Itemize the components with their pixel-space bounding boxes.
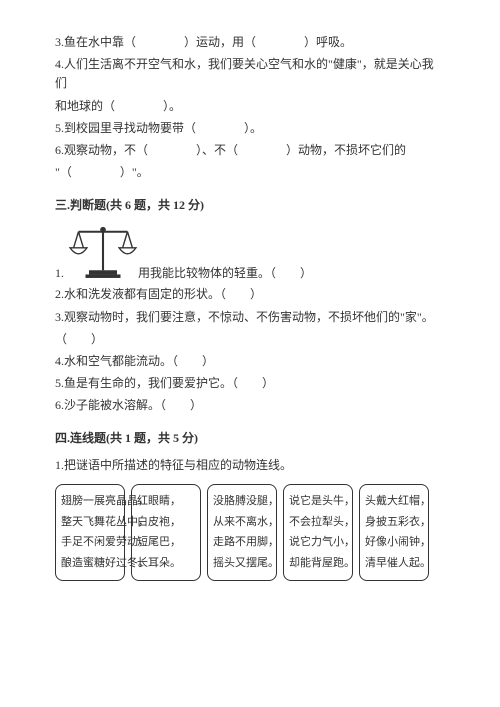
riddle-box-2: 红眼睛， 白皮袍， 短尾巴， 长耳朵。: [131, 484, 201, 582]
match-container: 1.把谜语中所描述的特征与相应的动物连线。 翅膀一展亮晶晶， 整天飞舞花丛中， …: [55, 456, 445, 581]
riddle-line: 摇头又摆尾。: [213, 553, 271, 574]
tf-q4: 4.水和空气都能流动。（ ）: [55, 352, 445, 371]
tf-q1-number: 1.: [55, 266, 64, 281]
riddle-line: 走路不用脚，: [213, 532, 271, 553]
fill-q3: 3.鱼在水中靠（ ）运动，用（ ）呼吸。: [55, 33, 445, 52]
tf-q3a: 3.观察动物时，我们要注意，不惊动、不伤害动物，不损坏他们的"家"。: [55, 308, 445, 327]
riddle-line: 不会拉犁头，: [289, 512, 347, 533]
riddle-line: 从来不离水，: [213, 512, 271, 533]
riddle-line: 头戴大红帽，: [365, 491, 423, 512]
riddle-box-1: 翅膀一展亮晶晶， 整天飞舞花丛中， 手足不闲爱劳动， 酿造蜜糖好过冬。: [55, 484, 125, 582]
riddle-box-3: 没胳膊没腿， 从来不离水， 走路不用脚， 摇头又摆尾。: [207, 484, 277, 582]
riddle-line: 清早催人起。: [365, 553, 423, 574]
riddle-box-5: 头戴大红帽， 身披五彩衣， 好像小闹钟， 清早催人起。: [359, 484, 429, 582]
fill-q6b: "（ ）"。: [55, 163, 445, 182]
riddle-line: 没胳膊没腿，: [213, 491, 271, 512]
match-instruction: 1.把谜语中所描述的特征与相应的动物连线。: [55, 456, 445, 475]
riddle-line: 短尾巴，: [137, 532, 195, 553]
riddle-boxes: 翅膀一展亮晶晶， 整天飞舞花丛中， 手足不闲爱劳动， 酿造蜜糖好过冬。 红眼睛，…: [55, 484, 445, 582]
fill-q4a: 4.人们生活离不开空气和水，我们要关心空气和水的"健康"，就是关心我们: [55, 55, 445, 93]
tf-q3b: （ ）: [55, 330, 445, 349]
riddle-line: 长耳朵。: [137, 553, 195, 574]
riddle-line: 红眼睛，: [137, 491, 195, 512]
riddle-line: 白皮袍，: [137, 512, 195, 533]
riddle-line: 翅膀一展亮晶晶，: [61, 491, 119, 512]
riddle-box-4: 说它是头牛， 不会拉犁头， 说它力气小， 却能背屋跑。: [283, 484, 353, 582]
tf-q1-text: 用我能比较物体的轻重。（ ）: [138, 264, 312, 281]
riddle-line: 整天飞舞花丛中，: [61, 512, 119, 533]
riddle-line: 手足不闲爱劳动，: [61, 532, 119, 553]
tf-q5: 5.鱼是有生命的，我们要爱护它。（ ）: [55, 374, 445, 393]
riddle-line: 说它是头牛，: [289, 491, 347, 512]
tf-section-title: 三.判断题(共 6 题，共 12 分): [55, 196, 445, 213]
balance-scale-icon: [68, 221, 138, 281]
match-section-title: 四.连线题(共 1 题，共 5 分): [55, 429, 445, 446]
riddle-line: 酿造蜜糖好过冬。: [61, 553, 119, 574]
riddle-line: 好像小闹钟，: [365, 532, 423, 553]
tf-q1: 1. 用我能比较物体的轻重。（ ）: [55, 221, 445, 281]
tf-q6: 6.沙子能被水溶解。（ ）: [55, 396, 445, 415]
fill-q5: 5.到校园里寻找动物要带（ ）。: [55, 119, 445, 138]
riddle-line: 却能背屋跑。: [289, 553, 347, 574]
worksheet-page: 3.鱼在水中靠（ ）运动，用（ ）呼吸。 4.人们生活离不开空气和水，我们要关心…: [0, 0, 500, 611]
fill-q6a: 6.观察动物，不（ ）、不（ ）动物，不损坏它们的: [55, 141, 445, 160]
fill-q4b: 和地球的（ ）。: [55, 97, 445, 116]
riddle-line: 说它力气小，: [289, 532, 347, 553]
riddle-line: 身披五彩衣，: [365, 512, 423, 533]
tf-q2: 2.水和洗发液都有固定的形状。（ ）: [55, 285, 445, 304]
